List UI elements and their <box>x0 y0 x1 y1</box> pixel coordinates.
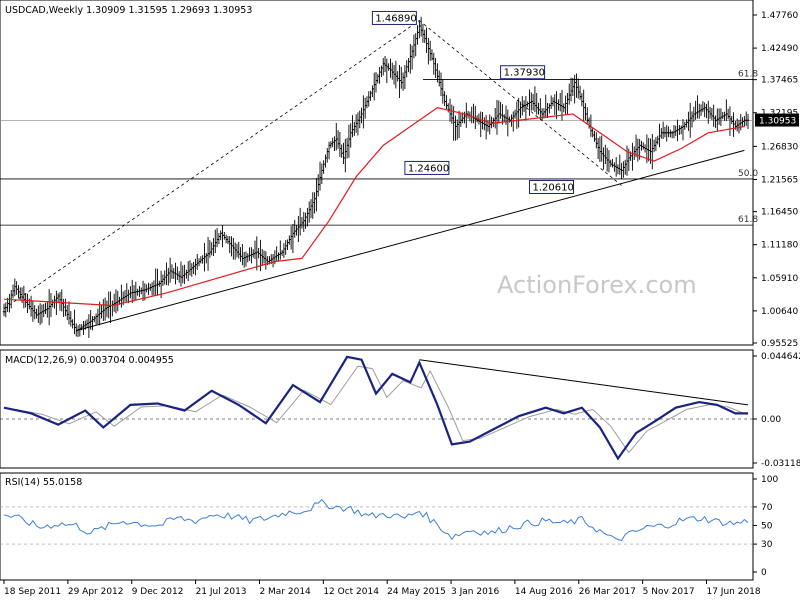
time-tick-label: 21 Jul 2013 <box>196 587 247 597</box>
annotation-label: 1.46890 <box>375 13 416 24</box>
price-tick-label: 1.42490 <box>761 44 798 54</box>
price-tick-label: 1.05910 <box>761 274 798 284</box>
price-tick-label: 1.47760 <box>761 11 798 21</box>
fib-levels: 61.8 50.0 61.8 <box>0 69 758 226</box>
price-tick-label: 1.00640 <box>761 307 798 317</box>
time-tick-label: 12 Oct 2014 <box>323 587 379 597</box>
price-tick-label: 1.21565 <box>761 175 798 185</box>
macd-tick-label: 0.044642 <box>761 352 800 362</box>
rsi-panel <box>0 472 754 581</box>
price-header-symbol: USDCAD,Weekly 1.30909 1.31595 1.29693 1.… <box>5 5 252 16</box>
fib-projection-line <box>419 20 622 186</box>
time-tick-label: 17 Jun 2018 <box>706 587 760 597</box>
price-trendlines <box>3 20 745 332</box>
price-tick-label: 1.26830 <box>761 142 798 152</box>
time-tick-label: 9 Dec 2012 <box>132 587 184 597</box>
rsi-header: RSI(14) 55.0158 <box>5 477 82 488</box>
last-price-marker: 1.30953 <box>755 113 799 127</box>
annotation-label: 1.20610 <box>532 182 573 193</box>
time-tick-label: 2 Mar 2014 <box>259 587 311 597</box>
rsi-tick-label: 30 <box>761 540 773 550</box>
time-tick-label: 29 Apr 2012 <box>68 587 124 597</box>
fib-level-label: 61.8 <box>738 69 758 79</box>
macd-axis-ticks: 0.044642 0.00 -0.031183 <box>753 352 800 469</box>
price-tick-label: 0.95525 <box>761 339 798 349</box>
sma-line <box>3 107 745 307</box>
macd-header: MACD(12,26,9) 0.003704 0.004955 <box>5 355 174 366</box>
annotation-box <box>500 65 546 80</box>
support-trendline <box>76 149 745 332</box>
price-annotations: 1.46890 1.37930 1.24600 1.20610 <box>371 10 574 194</box>
annotation-label: 1.24600 <box>408 163 449 174</box>
annotation-box <box>528 179 574 194</box>
rsi-line <box>3 498 749 541</box>
macd-tick-label: -0.031183 <box>761 459 800 469</box>
candlestick-series <box>2 16 750 339</box>
macd-tick-label: 0.00 <box>761 415 781 425</box>
last-price-label: 1.30953 <box>759 117 796 127</box>
price-panel <box>0 0 754 346</box>
macd-line <box>3 355 748 461</box>
rsi-series <box>0 498 753 545</box>
price-tick-label: 1.16450 <box>761 208 798 218</box>
time-tick-label: 3 Jan 2016 <box>451 587 499 597</box>
macd-series <box>0 355 753 461</box>
macd-panel <box>0 349 754 469</box>
fib-level-label: 61.8 <box>738 215 758 225</box>
price-tick-label: 1.37465 <box>761 76 798 86</box>
time-tick-label: 18 Sep 2011 <box>4 587 61 597</box>
annotation-label: 1.37930 <box>504 68 545 79</box>
time-tick-label: 24 May 2015 <box>387 587 446 597</box>
last-price-box <box>755 113 799 127</box>
rsi-tick-label: 100 <box>761 475 778 485</box>
rsi-tick-label: 0 <box>761 568 767 578</box>
price-axis-ticks: 1.477601.424901.374651.321951.268301.215… <box>753 11 798 349</box>
rsi-tick-label: 70 <box>761 503 773 513</box>
macd-trendline <box>419 359 749 406</box>
fib-level-label: 50.0 <box>738 169 758 179</box>
rsi-tick-label: 50 <box>761 522 773 532</box>
annotation-box <box>371 10 417 25</box>
annotation-box <box>404 160 450 175</box>
fib-projection-line <box>3 20 420 309</box>
price-tick-label: 1.11180 <box>761 241 798 251</box>
time-tick-label: 14 Aug 2016 <box>515 587 573 597</box>
rsi-axis-ticks: 100 70 50 30 0 <box>753 475 778 578</box>
moving-average-series <box>3 107 745 307</box>
time-axis-ticks: 18 Sep 2011 29 Apr 2012 9 Dec 2012 21 Jul 2… <box>3 580 761 597</box>
watermark: ActionForex.com <box>497 271 697 299</box>
time-tick-label: 5 Nov 2017 <box>643 587 695 597</box>
time-tick-label: 26 Mar 2017 <box>579 587 636 597</box>
